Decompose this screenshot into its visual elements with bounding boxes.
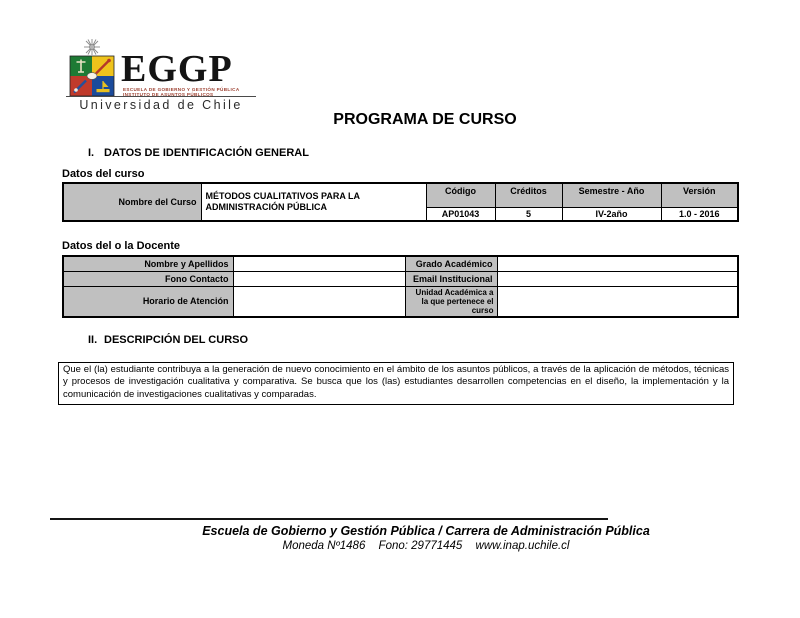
grado-academico-value [496,255,739,272]
section-1-number: I. [88,147,95,159]
email-institucional-value [496,270,739,287]
nombre-apellidos-value [232,255,406,272]
horario-atencion-label: Horario de Atención [62,285,234,317]
creditos-value: 5 [494,206,563,221]
university-crest-icon [69,39,115,97]
logo-subtitle-line2: INSTITUTO DE ASUNTOS PÚBLICOS [123,92,214,97]
table-row: Nombre del Curso MÉTODOS CUALITATIVOS PA… [62,182,739,221]
course-info-table: Nombre del Curso MÉTODOS CUALITATIVOS PA… [62,182,739,222]
codigo-value: AP01043 [425,206,496,221]
codigo-header: Código [425,182,496,208]
footer-divider [50,518,608,520]
fono-contacto-value [232,270,406,287]
docente-info-table: Nombre y Apellidos Grado Académico Fono … [62,255,739,318]
semestre-value: IV-2año [561,206,662,221]
section-2-number: II. [88,334,98,346]
docente-data-heading: Datos del o la Docente [62,240,180,252]
footer-phone: Fono: 29771445 [378,540,463,552]
course-data-heading: Datos del curso [62,168,145,180]
unidad-academica-value [496,285,739,317]
footer-school-line: Escuela de Gobierno y Gestión Pública / … [202,524,650,538]
version-value: 1.0 - 2016 [660,206,739,221]
unidad-academica-label: Unidad Académica a la que pertenece el c… [404,285,498,317]
footer-contact-line: Moneda Nº1486 Fono: 29771445 www.inap.uc… [84,540,768,552]
footer: Escuela de Gobierno y Gestión Pública / … [84,524,768,552]
section-2-heading: II. DESCRIPCIÓN DEL CURSO [88,334,248,346]
nombre-apellidos-label: Nombre y Apellidos [62,255,234,272]
creditos-header: Créditos [494,182,563,208]
grado-academico-label: Grado Académico [404,255,498,272]
logo-subtitle: ESCUELA DE GOBIERNO Y GESTIÓN PÚBLICA IN… [123,87,240,97]
course-description-box: Que el (la) estudiante contribuya a la g… [58,362,734,406]
logo-subtitle-line1: ESCUELA DE GOBIERNO Y GESTIÓN PÚBLICA [123,87,240,92]
table-row: Horario de Atención Unidad Académica a l… [62,285,739,317]
fono-contacto-label: Fono Contacto [62,270,234,287]
section-1-title: DATOS DE IDENTIFICACIÓN GENERAL [104,147,309,159]
footer-website: www.inap.uchile.cl [475,540,570,552]
page-title: PROGRAMA DE CURSO [333,111,517,128]
logo-university-name: Universidad de Chile [66,96,256,112]
course-name-label: Nombre del Curso [62,182,202,221]
email-institucional-label: Email Institucional [404,270,498,287]
semestre-header: Semestre - Año [561,182,662,208]
table-row: Nombre y Apellidos Grado Académico [62,255,739,272]
footer-address: Moneda Nº1486 [282,540,366,552]
ship-glyph [96,81,110,93]
horario-atencion-value [232,285,406,317]
version-header: Versión [660,182,739,208]
section-1-heading: I. DATOS DE IDENTIFICACIÓN GENERAL [88,147,309,159]
course-name-value: MÉTODOS CUALITATIVOS PARA LA ADMINISTRAC… [200,182,427,221]
section-2-title: DESCRIPCIÓN DEL CURSO [104,334,249,346]
table-row: AP01043 5 IV-2año 1.0 - 2016 [63,206,739,221]
table-row: Fono Contacto Email Institucional [62,270,739,287]
logo-acronym: EGGP [121,48,233,90]
